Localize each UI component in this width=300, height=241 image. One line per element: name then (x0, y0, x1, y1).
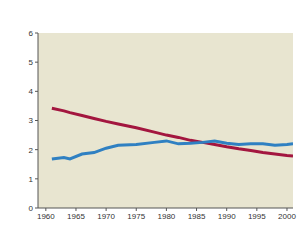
svg-text:5: 5 (29, 58, 34, 67)
svg-text:1975: 1975 (127, 212, 145, 221)
svg-text:1980: 1980 (158, 212, 176, 221)
svg-text:1990: 1990 (218, 212, 236, 221)
svg-text:1970: 1970 (97, 212, 115, 221)
svg-text:6: 6 (29, 29, 34, 38)
svg-text:0: 0 (29, 204, 34, 213)
svg-text:2000: 2000 (278, 212, 292, 221)
svg-text:1995: 1995 (248, 212, 266, 221)
svg-text:1960: 1960 (37, 212, 55, 221)
svg-text:1965: 1965 (67, 212, 85, 221)
svg-text:1: 1 (29, 175, 34, 184)
svg-text:4: 4 (29, 87, 34, 96)
svg-text:1985: 1985 (188, 212, 206, 221)
svg-text:2: 2 (29, 146, 34, 155)
svg-text:3: 3 (29, 116, 34, 125)
